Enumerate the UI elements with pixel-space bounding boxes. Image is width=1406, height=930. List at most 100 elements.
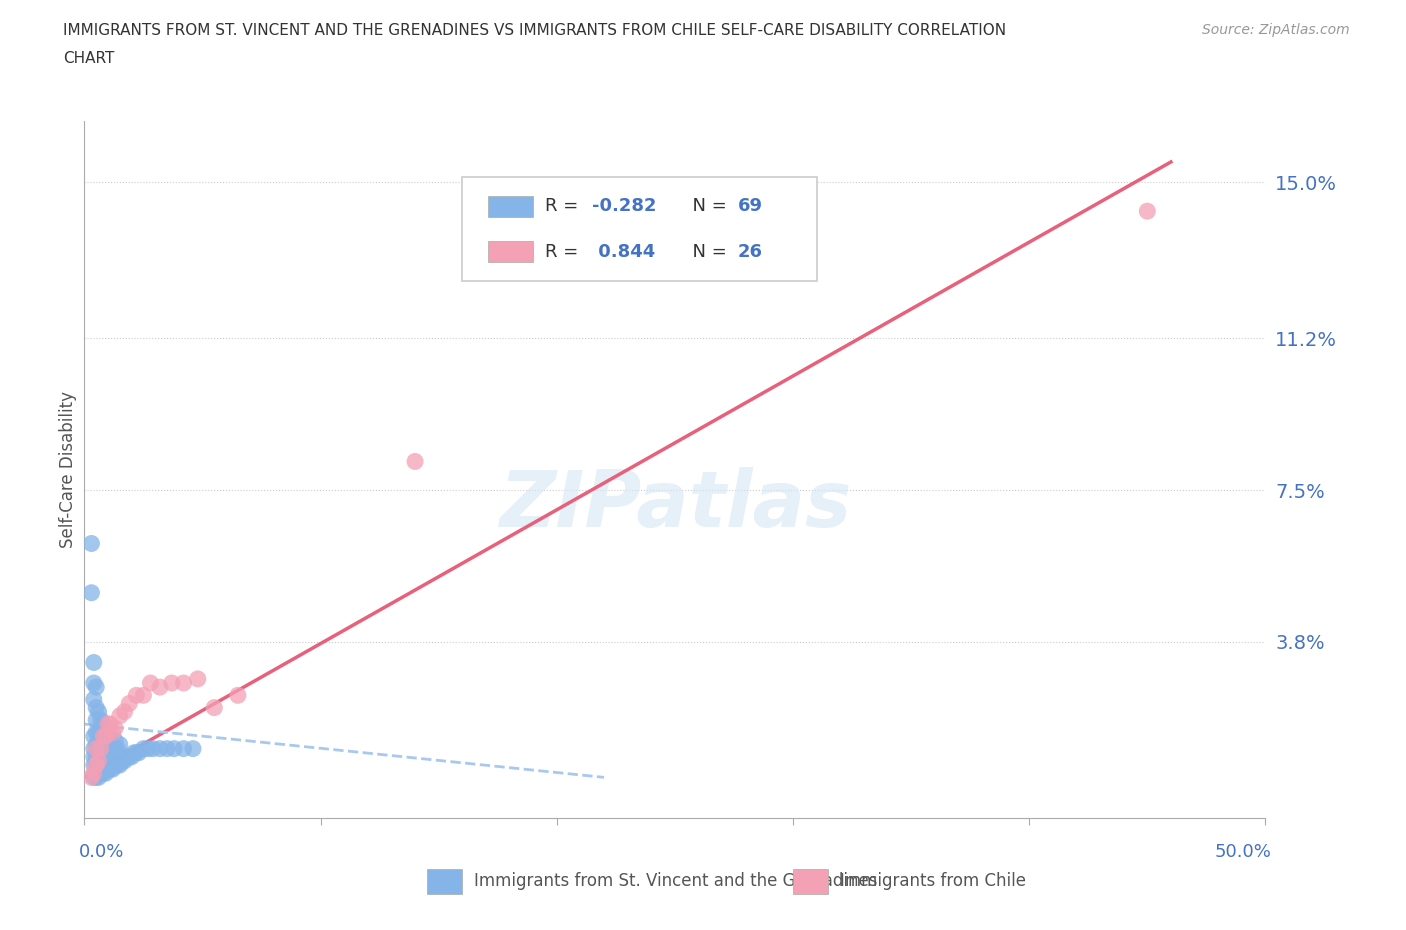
Point	[139, 675, 162, 690]
Point	[90, 765, 112, 780]
Point	[91, 729, 114, 744]
Point	[83, 758, 105, 773]
Point	[90, 729, 112, 744]
Point	[83, 675, 105, 690]
Point	[90, 741, 112, 756]
Point	[160, 675, 183, 690]
Point	[149, 680, 172, 695]
Point	[84, 737, 107, 752]
Point	[84, 758, 107, 773]
Point	[94, 737, 117, 752]
Point	[91, 724, 114, 739]
Point	[101, 745, 124, 760]
Text: 26: 26	[738, 243, 762, 260]
Point	[97, 724, 120, 739]
Point	[97, 762, 120, 777]
Bar	[793, 869, 828, 894]
Point	[90, 741, 112, 756]
Point	[90, 712, 112, 727]
Point	[80, 770, 103, 785]
Point	[84, 741, 107, 756]
Point	[132, 688, 155, 703]
Point	[1136, 204, 1159, 219]
Point	[108, 758, 131, 773]
Point	[87, 762, 110, 777]
Point	[87, 704, 110, 719]
Point	[87, 737, 110, 752]
Point	[98, 745, 121, 760]
Point	[122, 745, 145, 760]
Point	[94, 721, 117, 736]
Point	[104, 733, 127, 748]
Point	[97, 717, 120, 732]
Point	[404, 454, 426, 469]
Point	[84, 770, 107, 785]
Point	[98, 717, 121, 732]
Point	[84, 724, 107, 739]
Point	[91, 765, 114, 780]
Point	[101, 724, 124, 739]
Text: 0.0%: 0.0%	[79, 843, 124, 861]
Point	[173, 741, 195, 756]
Point	[118, 696, 141, 711]
Point	[87, 753, 110, 768]
Text: 0.844: 0.844	[592, 243, 655, 260]
Point	[125, 745, 148, 760]
Text: N =: N =	[681, 197, 733, 216]
Point	[226, 688, 249, 703]
Bar	[427, 869, 463, 894]
Point	[84, 758, 107, 773]
Point	[91, 741, 114, 756]
Text: Immigrants from St. Vincent and the Grenadines: Immigrants from St. Vincent and the Gren…	[474, 872, 877, 890]
Point	[104, 741, 127, 756]
Point	[104, 721, 127, 736]
Point	[84, 680, 107, 695]
Point	[142, 741, 165, 756]
Point	[156, 741, 179, 756]
Text: ZIPatlas: ZIPatlas	[499, 467, 851, 542]
Point	[91, 753, 114, 768]
Point	[104, 758, 127, 773]
Bar	[488, 242, 533, 262]
Point	[83, 729, 105, 744]
Point	[202, 700, 225, 715]
Point	[136, 741, 159, 756]
Point	[84, 700, 107, 715]
Point	[181, 741, 204, 756]
Point	[98, 729, 121, 744]
Point	[132, 741, 155, 756]
Point	[108, 709, 131, 724]
Point	[94, 753, 117, 768]
Point	[125, 688, 148, 703]
Text: Source: ZipAtlas.com: Source: ZipAtlas.com	[1202, 23, 1350, 37]
Text: R =: R =	[546, 197, 583, 216]
FancyBboxPatch shape	[463, 177, 817, 282]
Point	[84, 750, 107, 764]
Point	[83, 692, 105, 707]
Bar	[488, 196, 533, 217]
Point	[149, 741, 172, 756]
Point	[83, 741, 105, 756]
Point	[83, 655, 105, 670]
Text: 69: 69	[738, 197, 762, 216]
Text: -0.282: -0.282	[592, 197, 657, 216]
Point	[83, 770, 105, 785]
Point	[107, 741, 129, 756]
Point	[97, 733, 120, 748]
Point	[128, 745, 150, 760]
Point	[80, 536, 103, 551]
Point	[187, 671, 209, 686]
Y-axis label: Self-Care Disability: Self-Care Disability	[59, 392, 77, 548]
Point	[173, 675, 195, 690]
Point	[91, 717, 114, 732]
Point	[80, 585, 103, 600]
Point	[114, 704, 136, 719]
Point	[108, 737, 131, 752]
Point	[90, 753, 112, 768]
Point	[97, 750, 120, 764]
Point	[83, 765, 105, 780]
Text: N =: N =	[681, 243, 733, 260]
Text: Immigrants from Chile: Immigrants from Chile	[841, 872, 1026, 890]
Point	[87, 724, 110, 739]
Point	[114, 753, 136, 768]
